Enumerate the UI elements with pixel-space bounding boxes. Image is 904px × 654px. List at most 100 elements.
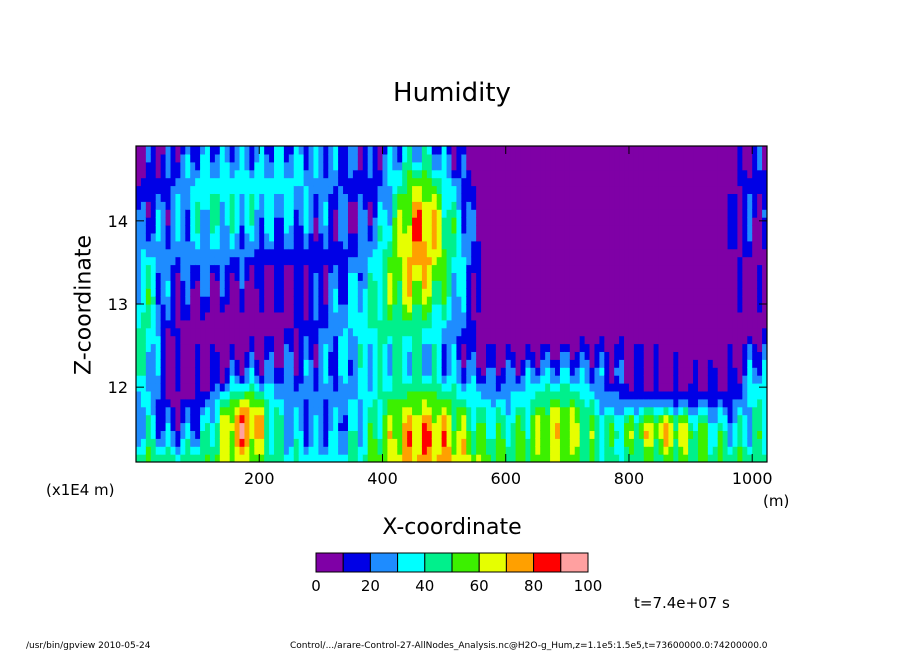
- humidity-cell: [564, 185, 571, 194]
- humidity-cell: [599, 193, 605, 202]
- humidity-cell: [727, 438, 734, 447]
- humidity-cell: [343, 335, 349, 345]
- humidity-cell: [318, 414, 324, 424]
- humidity-cell: [338, 454, 344, 462]
- humidity-cell: [727, 185, 734, 194]
- humidity-cell: [288, 422, 295, 431]
- humidity-cell: [175, 351, 181, 360]
- humidity-cell: [239, 414, 246, 424]
- humidity-cell: [461, 256, 467, 266]
- humidity-cell: [382, 232, 389, 242]
- humidity-cell: [594, 319, 600, 329]
- humidity-cell: [407, 383, 413, 392]
- humidity-cell: [466, 390, 472, 400]
- humidity-cell: [387, 430, 393, 439]
- humidity-cell: [584, 430, 591, 439]
- humidity-cell: [569, 311, 576, 321]
- humidity-cell: [214, 240, 221, 250]
- humidity-cell: [160, 438, 167, 447]
- humidity-cell: [673, 304, 679, 313]
- humidity-cell: [145, 256, 152, 266]
- humidity-cell: [589, 146, 596, 155]
- humidity-cell: [303, 454, 310, 462]
- humidity-cell: [234, 398, 241, 408]
- humidity-cell: [185, 359, 191, 368]
- humidity-cell: [559, 296, 566, 305]
- humidity-cell: [338, 177, 344, 187]
- humidity-cell: [446, 185, 453, 194]
- humidity-cell: [426, 327, 433, 337]
- humidity-cell: [673, 240, 679, 250]
- humidity-cell: [347, 359, 354, 368]
- humidity-cell: [441, 406, 448, 416]
- humidity-cell: [500, 438, 507, 447]
- humidity-cell: [471, 240, 477, 250]
- humidity-cell: [688, 153, 694, 163]
- humidity-cell: [421, 422, 428, 431]
- humidity-cell: [466, 264, 472, 273]
- humidity-cell: [471, 367, 477, 376]
- humidity-cell: [505, 177, 512, 187]
- humidity-cell: [200, 319, 206, 329]
- humidity-cell: [347, 232, 354, 242]
- humidity-cell: [702, 351, 709, 360]
- humidity-cell: [185, 406, 191, 416]
- humidity-cell: [702, 414, 709, 424]
- humidity-cell: [633, 272, 640, 281]
- humidity-cell: [545, 256, 551, 266]
- humidity-cell: [500, 446, 507, 455]
- humidity-cell: [392, 193, 398, 202]
- humidity-cell: [274, 193, 280, 202]
- humidity-cell: [628, 343, 635, 352]
- humidity-cell: [244, 430, 250, 439]
- humidity-cell: [589, 406, 596, 416]
- humidity-cell: [490, 406, 497, 416]
- humidity-cell: [136, 406, 142, 416]
- humidity-cell: [367, 193, 374, 202]
- humidity-cell: [407, 351, 413, 360]
- humidity-cell: [269, 398, 275, 408]
- humidity-cell: [293, 367, 300, 376]
- humidity-cell: [742, 335, 748, 345]
- humidity-cell: [155, 280, 162, 289]
- humidity-cell: [441, 335, 448, 345]
- humidity-cell: [628, 430, 635, 439]
- humidity-cell: [136, 438, 142, 447]
- humidity-cell: [150, 414, 157, 424]
- humidity-cell: [140, 406, 147, 416]
- humidity-cell: [338, 288, 344, 297]
- humidity-cell: [338, 311, 344, 321]
- humidity-cell: [150, 390, 157, 400]
- humidity-cell: [140, 240, 147, 250]
- humidity-cell: [175, 454, 181, 462]
- humidity-cell: [362, 343, 369, 352]
- humidity-cell: [352, 446, 359, 455]
- humidity-cell: [234, 367, 241, 376]
- humidity-cell: [298, 185, 305, 194]
- humidity-cell: [323, 288, 329, 297]
- humidity-cell: [574, 193, 581, 202]
- humidity-cell: [412, 422, 418, 431]
- humidity-cell: [274, 414, 280, 424]
- humidity-cell: [313, 217, 319, 226]
- humidity-cell: [550, 217, 556, 226]
- humidity-cell: [712, 454, 719, 462]
- humidity-cell: [160, 367, 167, 376]
- humidity-cell: [737, 335, 743, 345]
- humidity-cell: [476, 454, 482, 462]
- humidity-cell: [244, 406, 250, 416]
- humidity-cell: [599, 146, 605, 155]
- humidity-cell: [604, 319, 610, 329]
- humidity-cell: [550, 375, 556, 384]
- humidity-cell: [283, 161, 290, 171]
- humidity-cell: [274, 296, 280, 305]
- humidity-cell: [338, 446, 344, 455]
- humidity-cell: [574, 430, 581, 439]
- humidity-cell: [219, 375, 226, 384]
- humidity-cell: [244, 335, 250, 345]
- humidity-cell: [663, 240, 670, 250]
- humidity-cell: [239, 193, 246, 202]
- humidity-cell: [555, 351, 561, 360]
- humidity-cell: [471, 422, 477, 431]
- humidity-cell: [481, 288, 487, 297]
